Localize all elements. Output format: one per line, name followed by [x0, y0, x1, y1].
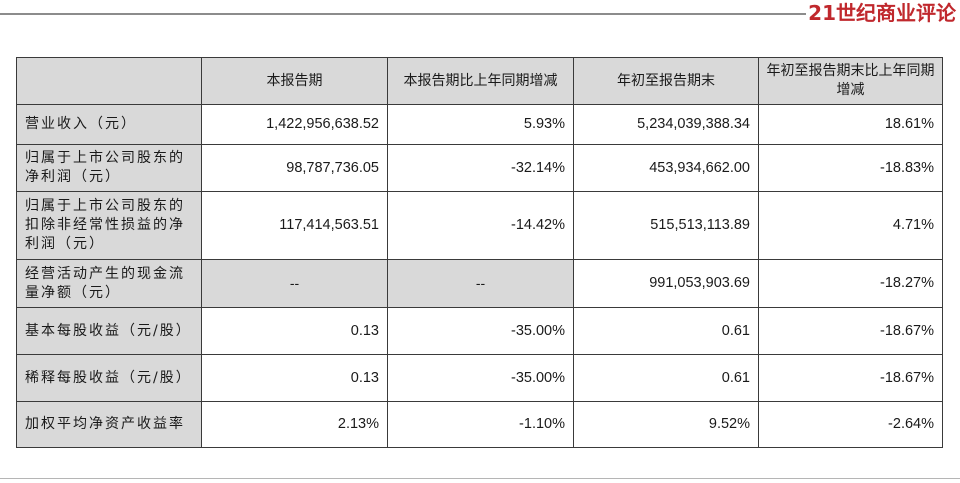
table-row: 经营活动产生的现金流量净额（元） -- -- 991,053,903.69 -1… — [16, 259, 943, 308]
cell-current-period: -- — [201, 259, 388, 308]
cell-ytd: 515,513,113.89 — [573, 191, 759, 260]
cell-current-period: 2.13% — [201, 401, 388, 448]
table-row: 基本每股收益（元/股） 0.13 -35.00% 0.61 -18.67% — [16, 307, 943, 355]
cell-ytd-change: 4.71% — [758, 191, 943, 260]
table-header-row: 本报告期 本报告期比上年同期增减 年初至报告期末 年初至报告期末比上年同期增减 — [16, 57, 943, 105]
cell-ytd-change: -18.67% — [758, 307, 943, 355]
cell-current-period: 117,414,563.51 — [201, 191, 388, 260]
table-row: 加权平均净资产收益率 2.13% -1.10% 9.52% -2.64% — [16, 401, 943, 448]
cell-ytd: 453,934,662.00 — [573, 144, 759, 192]
cell-current-change: 5.93% — [387, 104, 574, 145]
cell-ytd-change: -18.27% — [758, 259, 943, 308]
table-row: 归属于上市公司股东的净利润（元） 98,787,736.05 -32.14% 4… — [16, 144, 943, 192]
row-label: 加权平均净资产收益率 — [16, 401, 202, 448]
brand-logo: 21世纪商业评论 — [808, 1, 956, 25]
cell-current-period: 98,787,736.05 — [201, 144, 388, 192]
row-label: 基本每股收益（元/股） — [16, 307, 202, 355]
row-label: 经营活动产生的现金流量净额（元） — [16, 259, 202, 308]
cell-current-period: 0.13 — [201, 307, 388, 355]
cell-current-change: -35.00% — [387, 307, 574, 355]
header-cell-blank — [16, 57, 202, 105]
header-cell-ytd: 年初至报告期末 — [573, 57, 759, 105]
cell-ytd: 5,234,039,388.34 — [573, 104, 759, 145]
row-label: 稀释每股收益（元/股） — [16, 354, 202, 402]
header-rule — [0, 13, 806, 15]
cell-current-change: -- — [387, 259, 574, 308]
cell-ytd-change: -18.83% — [758, 144, 943, 192]
financial-table: 本报告期 本报告期比上年同期增减 年初至报告期末 年初至报告期末比上年同期增减 … — [16, 57, 943, 448]
cell-current-change: -35.00% — [387, 354, 574, 402]
header-cell-ytd-change: 年初至报告期末比上年同期增减 — [758, 57, 943, 105]
cell-ytd: 991,053,903.69 — [573, 259, 759, 308]
cell-current-period: 0.13 — [201, 354, 388, 402]
cell-current-change: -32.14% — [387, 144, 574, 192]
cell-ytd: 9.52% — [573, 401, 759, 448]
cell-current-change: -1.10% — [387, 401, 574, 448]
cell-ytd: 0.61 — [573, 354, 759, 402]
header-cell-current-change: 本报告期比上年同期增减 — [387, 57, 574, 105]
table-row: 归属于上市公司股东的扣除非经常性损益的净利润（元） 117,414,563.51… — [16, 191, 943, 260]
cell-ytd: 0.61 — [573, 307, 759, 355]
table-row: 稀释每股收益（元/股） 0.13 -35.00% 0.61 -18.67% — [16, 354, 943, 402]
footer-rule — [0, 478, 960, 479]
cell-current-change: -14.42% — [387, 191, 574, 260]
cell-ytd-change: -2.64% — [758, 401, 943, 448]
row-label: 营业收入（元） — [16, 104, 202, 145]
cell-ytd-change: 18.61% — [758, 104, 943, 145]
header-cell-current-period: 本报告期 — [201, 57, 388, 105]
row-label: 归属于上市公司股东的扣除非经常性损益的净利润（元） — [16, 191, 202, 260]
table-row: 营业收入（元） 1,422,956,638.52 5.93% 5,234,039… — [16, 104, 943, 145]
row-label: 归属于上市公司股东的净利润（元） — [16, 144, 202, 192]
cell-current-period: 1,422,956,638.52 — [201, 104, 388, 145]
cell-ytd-change: -18.67% — [758, 354, 943, 402]
